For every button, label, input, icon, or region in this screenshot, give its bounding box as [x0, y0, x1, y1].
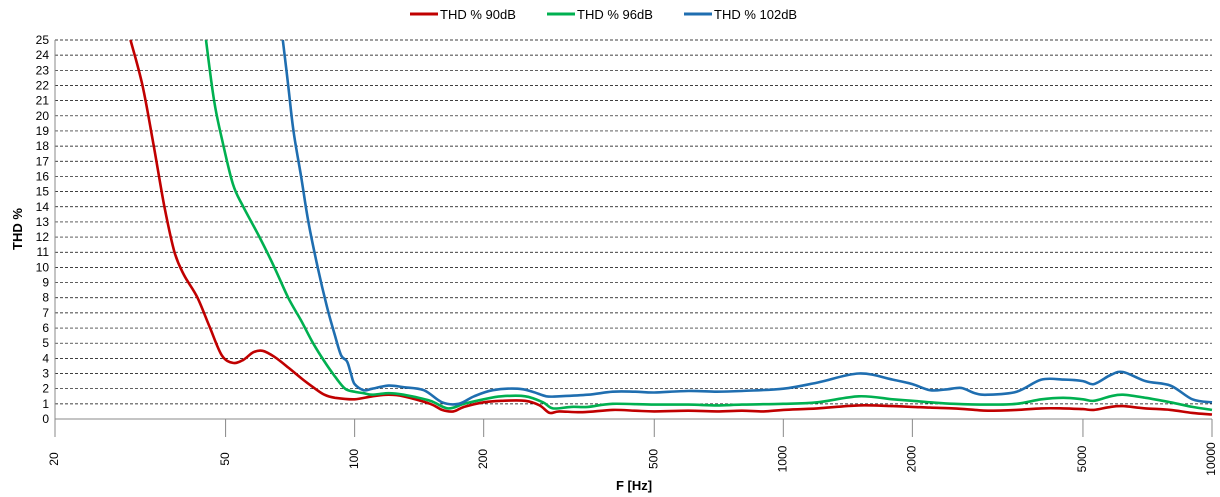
y-tick-label: 20	[36, 109, 50, 123]
series-line-2	[281, 39, 1213, 406]
y-tick-label: 17	[36, 154, 50, 168]
y-tick-label: 4	[42, 351, 49, 365]
y-tick-label: 3	[42, 367, 49, 381]
y-tick-label: 14	[36, 200, 50, 214]
y-tick-label: 13	[36, 215, 50, 229]
series-line-1	[204, 39, 1213, 412]
y-tick-label: 18	[36, 139, 50, 153]
y-tick-label: 19	[36, 124, 50, 138]
x-tick-label: 200	[476, 449, 490, 469]
x-tick-label: 100	[347, 449, 361, 469]
x-tick-label: 1000	[775, 445, 789, 472]
y-tick-label: 2	[42, 382, 49, 396]
y-tick-label: 11	[37, 245, 50, 259]
series-line-0	[129, 39, 1213, 416]
y-tick-label: 9	[42, 276, 49, 290]
legend-label: THD % 102dB	[714, 7, 797, 22]
y-tick-label: 8	[42, 291, 49, 305]
y-tick-label: 21	[36, 94, 50, 108]
grid-lines	[55, 39, 1212, 405]
y-tick-label: 25	[36, 33, 50, 47]
legend: THD % 90dB THD % 96dB THD % 102dB	[410, 7, 797, 22]
y-tick-label: 1	[42, 397, 49, 411]
x-tick-label: 2000	[905, 445, 919, 472]
axes	[54, 40, 1212, 420]
y-tick-label: 23	[36, 63, 50, 77]
x-tick-labels: 20 50 100 200 500 1000 2000 5000 10000	[47, 419, 1218, 476]
y-tick-labels: 0123456789101112131415161718192021222324…	[36, 33, 50, 426]
x-tick-label: 5000	[1075, 445, 1089, 472]
y-tick-label: 24	[36, 48, 50, 62]
y-tick-label: 7	[42, 306, 49, 320]
y-tick-label: 22	[36, 78, 50, 92]
x-tick-label: 500	[646, 449, 660, 469]
series-lines	[129, 39, 1213, 416]
y-tick-label: 6	[42, 321, 49, 335]
x-axis-title: F [Hz]	[616, 478, 652, 493]
x-tick-label: 50	[218, 452, 232, 466]
y-tick-label: 16	[36, 169, 50, 183]
legend-label: THD % 96dB	[577, 7, 653, 22]
y-tick-label: 15	[36, 185, 50, 199]
y-tick-label: 10	[36, 260, 50, 274]
y-axis-title: THD %	[10, 208, 25, 250]
y-tick-label: 0	[42, 412, 49, 426]
y-tick-label: 12	[36, 230, 50, 244]
x-tick-label: 10000	[1204, 442, 1218, 476]
legend-label: THD % 90dB	[440, 7, 516, 22]
x-tick-label: 20	[47, 452, 61, 466]
y-tick-label: 5	[42, 336, 49, 350]
